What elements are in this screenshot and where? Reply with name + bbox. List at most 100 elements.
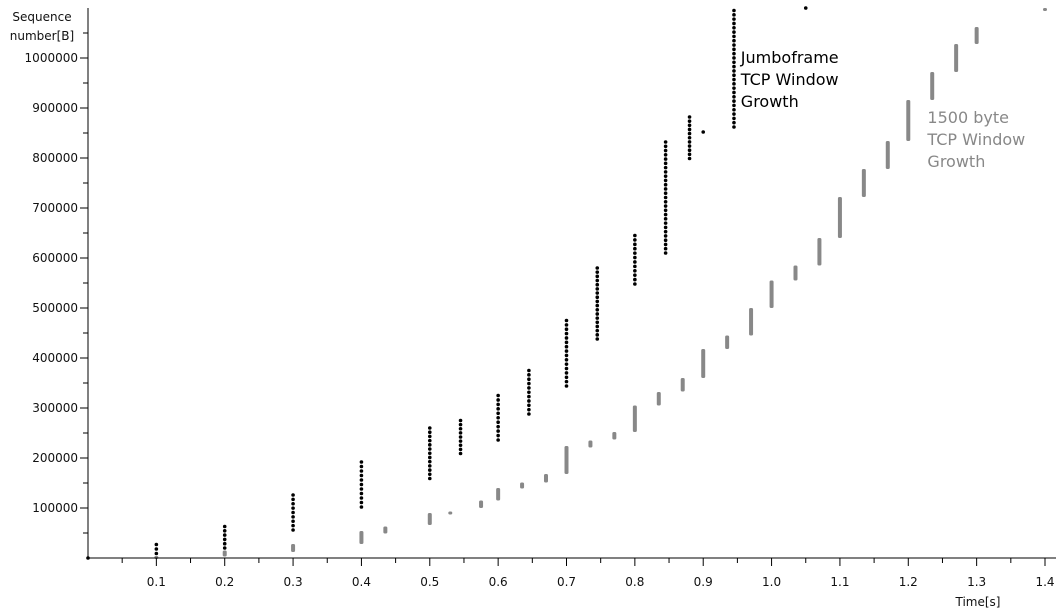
jumbo-point <box>496 407 500 411</box>
jumbo-point <box>458 426 463 431</box>
jumbo-point <box>496 411 500 416</box>
standard-segment <box>588 440 593 448</box>
jumbo-point <box>732 30 736 34</box>
jumbo-point <box>527 399 531 403</box>
jumbo-point <box>458 443 463 448</box>
jumbo-point <box>687 123 692 128</box>
y-tick-label: 300000 <box>32 401 78 415</box>
jumbo-point <box>732 94 736 99</box>
standard-annotation: 1500 byte TCP Window Growth <box>926 108 1025 171</box>
x-tick-label: 0.4 <box>352 575 371 589</box>
standard-segment <box>906 100 911 141</box>
jumbo-point <box>732 47 736 52</box>
jumbo-point <box>663 246 668 251</box>
standard-segment <box>612 432 617 440</box>
jumbo-point <box>496 402 500 407</box>
jumbo-point <box>595 295 600 300</box>
jumbo-point <box>732 43 736 47</box>
y-tick-label: 1000000 <box>25 51 78 65</box>
jumbo-point <box>564 379 569 384</box>
jumbo-point <box>633 260 637 264</box>
jumbo-point <box>595 324 600 329</box>
jumbo-point <box>458 447 463 452</box>
jumbo-point <box>359 491 364 496</box>
jumbo-point <box>633 255 637 260</box>
jumbo-point <box>564 362 569 366</box>
standard-annotation-line: Growth <box>927 152 985 171</box>
standard-segment <box>632 405 637 432</box>
jumbo-point <box>633 246 637 251</box>
jumbo-point <box>687 148 692 152</box>
standard-segment <box>383 526 388 534</box>
jumbo-point <box>663 153 668 157</box>
jumbo-point <box>633 242 637 247</box>
jumbo-point <box>595 312 600 316</box>
standard-segment <box>974 27 979 44</box>
standard-segment <box>520 482 525 489</box>
standard-annotation-line: 1500 byte <box>927 108 1009 127</box>
jumbo-point <box>732 25 736 30</box>
jumbo-point <box>222 529 227 533</box>
jumbo-point <box>359 482 364 487</box>
x-tick-label: 1.0 <box>762 575 781 589</box>
jumbo-point <box>564 366 569 371</box>
jumbo-point <box>595 307 600 312</box>
x-tick-label: 0.2 <box>215 575 234 589</box>
x-tick-label: 0.8 <box>625 575 644 589</box>
jumbo-point <box>663 195 668 200</box>
jumbo-point <box>663 204 668 208</box>
y-tick-label: 500000 <box>32 301 78 315</box>
jumbo-point <box>527 407 531 412</box>
x-tick-label: 0.5 <box>420 575 439 589</box>
jumbo-point <box>732 73 736 78</box>
jumbo-point <box>732 64 736 69</box>
jumbo-point <box>427 430 432 435</box>
jumbo-point <box>663 229 668 234</box>
jumbo-point <box>732 90 736 95</box>
jumbo-point <box>427 472 432 477</box>
jumbo-point <box>527 368 531 373</box>
jumbo-point <box>458 439 463 443</box>
y-tick-label: 600000 <box>32 251 78 265</box>
standard-segment <box>861 169 866 197</box>
y-ticks: 100000 200000 300000 400000 500000 600000 7000… <box>25 32 88 534</box>
jumbo-point <box>496 393 500 398</box>
jumbo-point <box>564 375 569 380</box>
x-ticks: 0.1 0.2 0.3 0.4 0.5 0.6 0.7 0.8 0.9 1.0 1.1 1.2 1.3 1… <box>121 558 1055 589</box>
plot-series <box>86 6 1047 560</box>
standard-segment <box>793 265 798 281</box>
jumbo-point <box>633 277 637 282</box>
jumbo-point <box>732 99 736 103</box>
jumbo-point <box>527 377 531 382</box>
jumbo-point <box>633 268 637 273</box>
jumbo-annotation: Jumboframe TCP Window Growth <box>740 48 839 111</box>
jumbo-point <box>359 487 364 491</box>
jumbo-point <box>222 533 227 537</box>
standard-segment <box>930 72 935 100</box>
jumbo-point <box>633 264 637 269</box>
jumbo-point <box>595 320 600 325</box>
jumbo-point <box>222 546 227 550</box>
jumbo-point <box>663 165 668 170</box>
jumbo-point <box>595 287 600 291</box>
standard-segment <box>496 488 501 501</box>
jumbo-point <box>427 451 432 456</box>
jumbo-point <box>732 125 736 129</box>
jumbo-point <box>527 381 531 386</box>
jumbo-point <box>663 234 668 238</box>
jumbo-point <box>359 473 364 478</box>
standard-segment <box>1043 8 1047 11</box>
jumbo-point <box>222 541 227 546</box>
jumbo-point <box>701 130 706 134</box>
x-axis-title: Time[s] <box>955 595 1001 609</box>
jumbo-point <box>732 60 736 65</box>
jumbo-point <box>527 373 531 377</box>
jumbo-point <box>291 501 295 506</box>
jumbo-point <box>564 358 569 362</box>
jumbo-point <box>595 274 600 279</box>
jumbo-point <box>564 340 569 345</box>
standard-segment <box>427 513 432 525</box>
jumbo-annotation-line: Jumboframe <box>740 48 839 67</box>
x-tick-label: 1.3 <box>967 575 986 589</box>
